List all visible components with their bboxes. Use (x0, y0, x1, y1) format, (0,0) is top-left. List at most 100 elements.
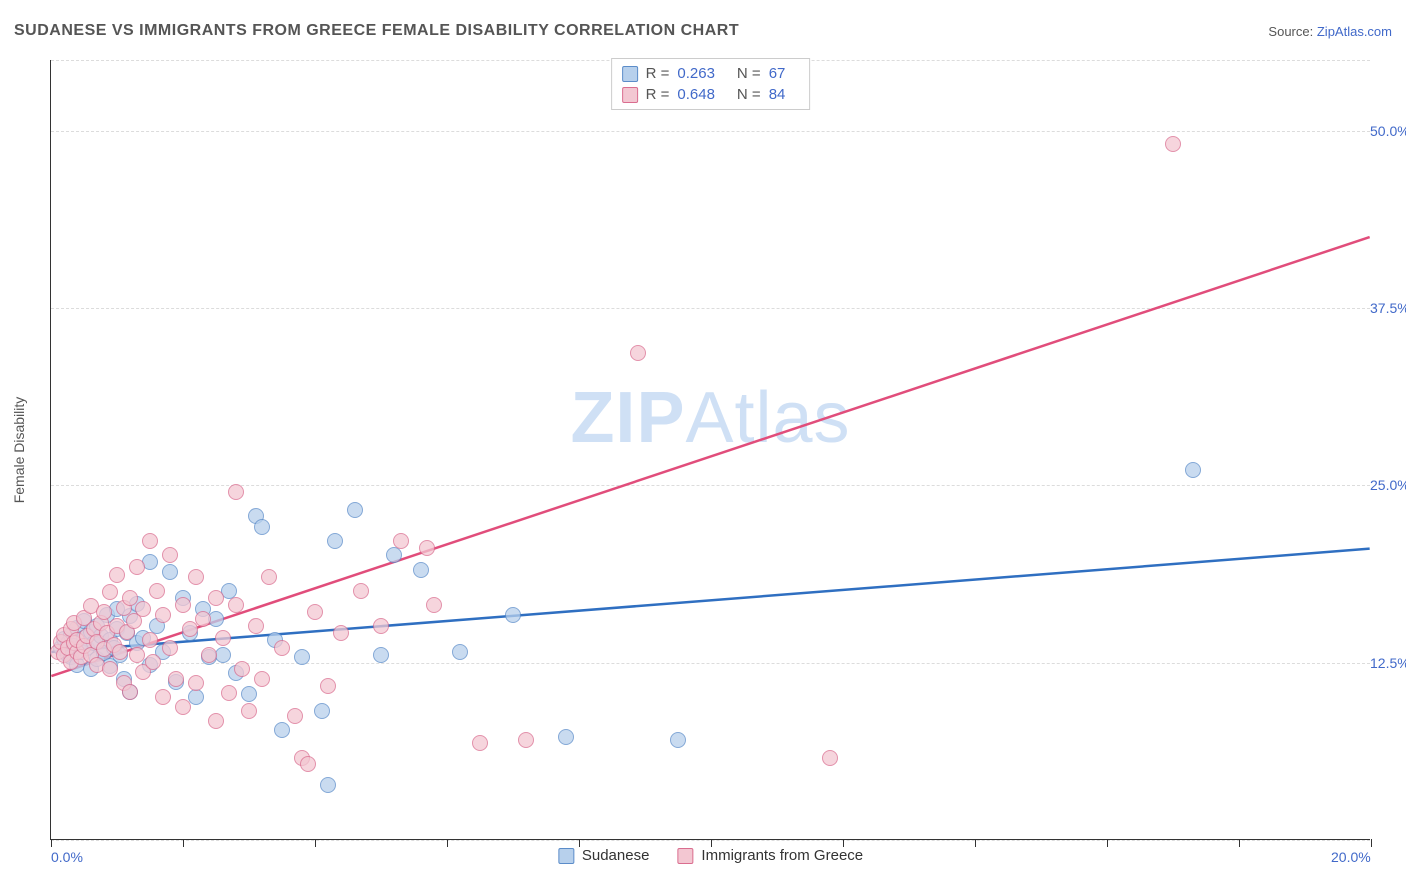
legend-row-greece: R = 0.648 N = 84 (622, 84, 800, 105)
data-point (320, 777, 336, 793)
data-point (670, 732, 686, 748)
plot-area: Female Disability ZIPAtlas 12.5%25.0%37.… (50, 60, 1370, 840)
data-point (248, 618, 264, 634)
chart-header: SUDANESE VS IMMIGRANTS FROM GREECE FEMAL… (14, 22, 1392, 40)
swatch-sudanese-icon (558, 848, 574, 864)
x-tick (1107, 839, 1108, 847)
source-value: ZipAtlas.com (1317, 24, 1392, 39)
x-tick (579, 839, 580, 847)
data-point (234, 661, 250, 677)
data-point (373, 647, 389, 663)
data-point (300, 756, 316, 772)
legend-row-sudanese: R = 0.263 N = 67 (622, 63, 800, 84)
x-tick (711, 839, 712, 847)
y-tick-label: 37.5% (1370, 300, 1406, 316)
x-tick (51, 839, 52, 847)
data-point (129, 559, 145, 575)
x-tick (843, 839, 844, 847)
chart-title: SUDANESE VS IMMIGRANTS FROM GREECE FEMAL… (14, 22, 739, 40)
data-point (195, 611, 211, 627)
x-tick (183, 839, 184, 847)
data-point (168, 671, 184, 687)
data-point (294, 649, 310, 665)
data-point (274, 722, 290, 738)
data-point (162, 547, 178, 563)
r-label: R = (646, 65, 670, 82)
data-point (135, 601, 151, 617)
data-point (175, 597, 191, 613)
data-point (96, 604, 112, 620)
data-point (386, 547, 402, 563)
data-point (452, 644, 468, 660)
data-point (102, 661, 118, 677)
data-point (208, 713, 224, 729)
swatch-greece (622, 87, 638, 103)
r-value-greece: 0.648 (677, 86, 715, 103)
n-label: N = (737, 65, 761, 82)
data-point (208, 590, 224, 606)
swatch-sudanese (622, 66, 638, 82)
data-point (254, 671, 270, 687)
data-point (228, 484, 244, 500)
data-point (188, 689, 204, 705)
data-point (287, 708, 303, 724)
source-label: Source: (1268, 24, 1313, 39)
data-point (241, 686, 257, 702)
n-value-sudanese: 67 (769, 65, 786, 82)
x-tick (315, 839, 316, 847)
chart-source: Source: ZipAtlas.com (1268, 24, 1392, 39)
data-point (201, 647, 217, 663)
data-point (314, 703, 330, 719)
n-label: N = (737, 86, 761, 103)
data-point (518, 732, 534, 748)
data-point (112, 644, 128, 660)
data-point (413, 562, 429, 578)
x-tick (1239, 839, 1240, 847)
data-point (353, 583, 369, 599)
data-point (188, 675, 204, 691)
x-tick (447, 839, 448, 847)
data-point (254, 519, 270, 535)
data-point (145, 654, 161, 670)
data-point (142, 533, 158, 549)
x-tick (1371, 839, 1372, 847)
legend-item-greece: Immigrants from Greece (677, 847, 863, 864)
data-point (149, 583, 165, 599)
legend-label-greece: Immigrants from Greece (701, 847, 863, 864)
x-tick-label: 0.0% (51, 849, 83, 865)
y-tick-label: 50.0% (1370, 123, 1406, 139)
y-axis-label: Female Disability (11, 396, 27, 503)
legend-item-sudanese: Sudanese (558, 847, 650, 864)
r-label: R = (646, 86, 670, 103)
data-point (630, 345, 646, 361)
data-point (188, 569, 204, 585)
data-point (333, 625, 349, 641)
swatch-greece-icon (677, 848, 693, 864)
data-point (102, 584, 118, 600)
data-point (155, 607, 171, 623)
x-tick (975, 839, 976, 847)
y-tick-label: 25.0% (1370, 477, 1406, 493)
data-point (221, 685, 237, 701)
x-tick-label: 20.0% (1331, 849, 1371, 865)
data-point (162, 564, 178, 580)
data-point (472, 735, 488, 751)
data-point (505, 607, 521, 623)
data-point (129, 647, 145, 663)
data-point (327, 533, 343, 549)
data-point (109, 567, 125, 583)
data-point (426, 597, 442, 613)
y-tick-label: 12.5% (1370, 655, 1406, 671)
data-point (307, 604, 323, 620)
data-point (558, 729, 574, 745)
legend-series: Sudanese Immigrants from Greece (558, 847, 863, 864)
data-point (228, 597, 244, 613)
data-point (142, 632, 158, 648)
data-point (261, 569, 277, 585)
data-point (122, 590, 138, 606)
data-point (274, 640, 290, 656)
trend-line (51, 549, 1369, 652)
data-point (122, 684, 138, 700)
data-point (419, 540, 435, 556)
legend-correlation: R = 0.263 N = 67 R = 0.648 N = 84 (611, 58, 811, 110)
